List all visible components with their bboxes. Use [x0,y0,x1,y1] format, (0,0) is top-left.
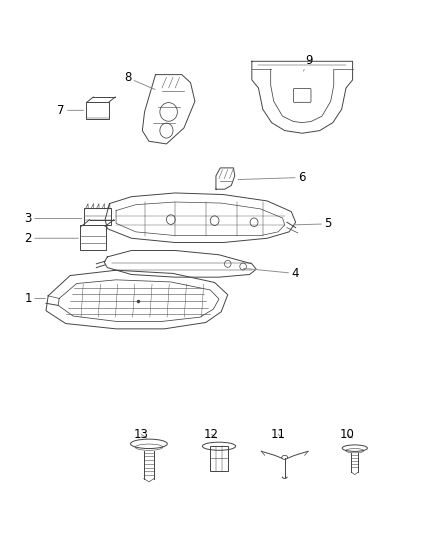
Text: 11: 11 [271,428,286,441]
Text: 8: 8 [124,71,155,90]
Text: 6: 6 [238,171,305,184]
Text: 4: 4 [244,267,299,280]
Text: 13: 13 [134,428,149,441]
Text: 5: 5 [294,217,332,230]
Text: 7: 7 [57,104,84,117]
Text: 1: 1 [25,292,46,305]
Text: 10: 10 [340,428,355,441]
Text: 12: 12 [204,428,219,441]
Text: 2: 2 [25,232,78,245]
Text: 3: 3 [25,212,82,225]
Text: 9: 9 [304,54,313,71]
